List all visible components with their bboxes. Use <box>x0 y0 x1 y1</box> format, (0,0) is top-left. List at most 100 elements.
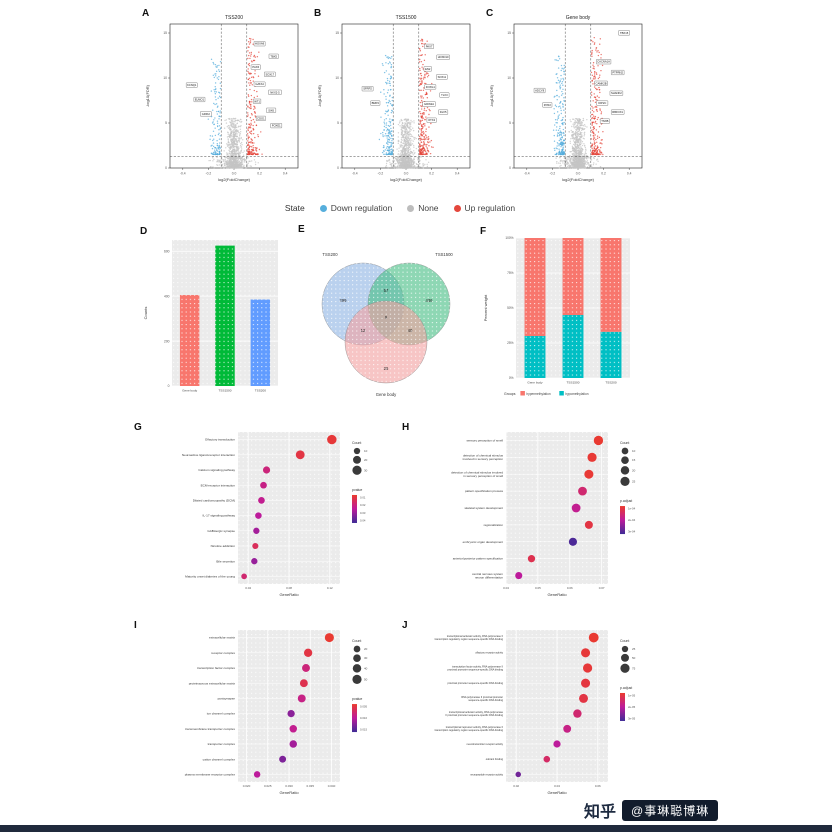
up-regulation-label: Up regulation <box>464 203 516 213</box>
dotplot-go-bp-enrichment: 0.04 0.05 0.06 0.07 sensory perception of sm… <box>451 432 636 597</box>
svg-text:75: 75 <box>632 666 636 670</box>
svg-text:0.4: 0.4 <box>627 172 632 176</box>
panel-j-go-mf-dotplot: J 0.02 0.04 0.06 transcriptional activator … <box>400 620 664 816</box>
svg-text:receptor complex: receptor complex <box>211 651 235 655</box>
svg-text:SFRP2: SFRP2 <box>363 87 372 91</box>
state-legend-title: State <box>284 203 305 213</box>
panel-label-b: B <box>314 8 322 19</box>
svg-text:0.4: 0.4 <box>455 172 460 176</box>
svg-text:-0.4: -0.4 <box>352 172 358 176</box>
svg-text:-0.2: -0.2 <box>378 172 384 176</box>
svg-text:Gene body: Gene body <box>376 392 397 397</box>
svg-text:400: 400 <box>164 294 170 298</box>
svg-text:sequence-specific DNA binding: sequence-specific DNA binding <box>468 699 503 702</box>
svg-text:proximal promoter sequence-spe: proximal promoter sequence-specific DNA … <box>448 682 504 685</box>
svg-text:-0.4: -0.4 <box>180 172 186 176</box>
down-regulation-label: Down regulation <box>330 203 393 213</box>
svg-text:ELMO1: ELMO1 <box>195 98 205 102</box>
svg-text:transcription factor complex: transcription factor complex <box>197 666 235 670</box>
svg-text:Count: Count <box>352 441 361 445</box>
panel-h-go-bp-dotplot: H 0.04 0.05 0.06 0.07 sensory perception of … <box>400 422 664 618</box>
svg-text:3e-05: 3e-05 <box>628 716 636 720</box>
svg-text:3e-04: 3e-04 <box>628 530 636 534</box>
svg-text:0.05: 0.05 <box>535 586 541 590</box>
svg-text:GRIK2: GRIK2 <box>202 112 211 116</box>
dotplot-go-mf-enrichment: 0.02 0.04 0.06 transcriptional activator ac… <box>435 630 636 795</box>
bottom-edge-bar <box>0 825 832 832</box>
svg-text:GeneRatio: GeneRatio <box>279 790 299 795</box>
svg-text:15: 15 <box>163 31 167 35</box>
svg-text:0.02: 0.02 <box>360 503 366 507</box>
svg-text:Percent weight: Percent weight <box>483 294 488 321</box>
panel-label-a: A <box>142 8 150 19</box>
svg-text:pvalue: pvalue <box>352 697 362 701</box>
svg-text:RBFOX1: RBFOX1 <box>612 110 623 114</box>
svg-text:20: 20 <box>632 468 636 472</box>
svg-text:15: 15 <box>507 31 511 35</box>
svg-text:Nicotine addiction: Nicotine addiction <box>211 544 236 548</box>
svg-text:Groups: Groups <box>504 392 516 396</box>
svg-text:0.005: 0.005 <box>360 705 367 709</box>
svg-text:neuropeptide receptor activity: neuropeptide receptor activity <box>470 773 504 776</box>
svg-text:transporter complex: transporter complex <box>208 742 236 746</box>
svg-text:0.010: 0.010 <box>360 716 367 720</box>
svg-text:15: 15 <box>335 31 339 35</box>
svg-text:0: 0 <box>509 166 511 170</box>
svg-text:50%: 50% <box>507 306 514 310</box>
svg-text:-log10(FDR): -log10(FDR) <box>145 84 150 107</box>
svg-text:FOXG1: FOXG1 <box>426 85 436 89</box>
svg-text:log2(FoldChange): log2(FoldChange) <box>390 177 423 182</box>
legend-item-up-regulation: Up regulation <box>453 203 516 213</box>
svg-text:TLX3: TLX3 <box>441 93 448 97</box>
svg-text:PAX7: PAX7 <box>426 44 433 48</box>
svg-text:Olfactory transduction: Olfactory transduction <box>205 438 235 442</box>
svg-text:40: 40 <box>364 666 368 670</box>
svg-text:RYR2: RYR2 <box>544 103 552 107</box>
none-swatch-icon <box>407 204 415 212</box>
svg-text:TSS1500: TSS1500 <box>219 389 232 393</box>
svg-text:PAX6: PAX6 <box>252 65 259 69</box>
svg-text:neuron differentiation: neuron differentiation <box>475 575 503 579</box>
svg-text:transmembrane transporter comp: transmembrane transporter complex <box>185 727 235 731</box>
svg-text:-log10(FDR): -log10(FDR) <box>489 84 494 107</box>
svg-text:TNXB: TNXB <box>601 119 608 123</box>
svg-text:p.adjust: p.adjust <box>620 686 632 690</box>
svg-text:Gene body: Gene body <box>182 389 198 393</box>
panel-c-volcano-genebody: C Gene body -0.4 -0.2 0.0 0.2 0.4 0 5 10 15 log2(F… <box>484 8 654 200</box>
panel-label-d: D <box>140 226 148 237</box>
svg-text:0.06: 0.06 <box>595 784 601 788</box>
svg-text:neurotransmitter receptor acti: neurotransmitter receptor activity <box>467 743 504 746</box>
svg-text:Neuroactive ligand-receptor in: Neuroactive ligand-receptor interaction <box>182 453 235 457</box>
svg-text:EN2: EN2 <box>425 67 431 71</box>
svg-text:0.2: 0.2 <box>257 172 262 176</box>
svg-text:-0.2: -0.2 <box>550 172 556 176</box>
svg-text:CAMK2B: CAMK2B <box>596 81 607 85</box>
svg-text:pattern specification process: pattern specification process <box>465 489 504 493</box>
svg-text:embryonic organ development: embryonic organ development <box>463 540 504 544</box>
svg-text:TBX15: TBX15 <box>620 31 629 35</box>
svg-text:pvalue: pvalue <box>352 488 362 492</box>
svg-text:0.035: 0.035 <box>306 784 314 788</box>
svg-text:IL-17 signaling pathway: IL-17 signaling pathway <box>202 514 235 518</box>
svg-text:TSS1500: TSS1500 <box>567 381 580 385</box>
svg-text:SHANK2: SHANK2 <box>611 91 622 95</box>
svg-text:0.040: 0.040 <box>328 784 336 788</box>
svg-text:GABAergic synapse: GABAergic synapse <box>207 529 235 533</box>
svg-text:Count: Count <box>352 639 361 643</box>
svg-text:sensory perception of smell: sensory perception of smell <box>466 438 503 442</box>
svg-text:0.2: 0.2 <box>601 172 606 176</box>
svg-text:p.adjust: p.adjust <box>620 499 632 503</box>
svg-text:10: 10 <box>335 76 339 80</box>
state-legend: State Down regulation None Up regulation <box>180 203 620 213</box>
volcano-chart-tss200: TSS200 -0.4 -0.2 0.0 0.2 0.4 0 5 10 15 log2(FoldCh… <box>145 15 299 182</box>
stacked-bar-chart-percent: 0% 25% 50% 75% 100% Gene body TSS1500 TSS200 Per… <box>483 236 630 396</box>
svg-text:WT1: WT1 <box>254 99 260 103</box>
svg-text:cation channel complex: cation channel complex <box>203 757 236 761</box>
svg-text:proximal promoter sequence-spe: proximal promoter sequence-specific DNA … <box>448 668 504 671</box>
svg-text:0%: 0% <box>509 376 514 380</box>
svg-text:II proximal promoter sequence-: II proximal promoter sequence-specific D… <box>445 714 503 717</box>
svg-text:0.0: 0.0 <box>232 172 237 176</box>
zhihu-logo-text: 知乎 <box>584 804 617 821</box>
